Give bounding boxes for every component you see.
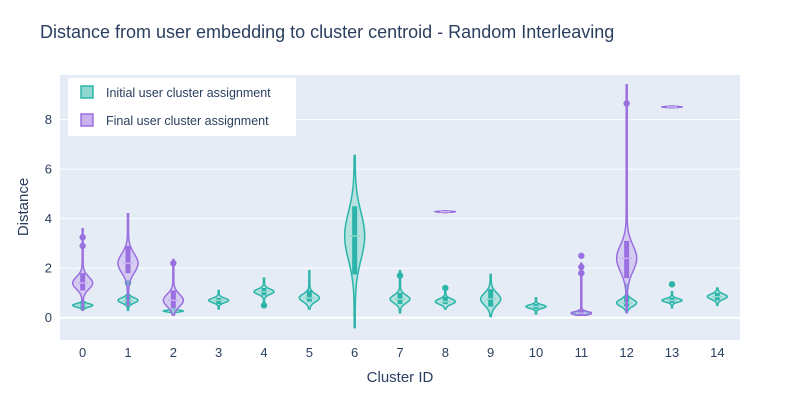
violin-initial-cluster-13 xyxy=(661,281,683,309)
x-tick-label: 4 xyxy=(260,345,267,360)
violin-body xyxy=(615,84,638,314)
x-tick-label: 7 xyxy=(396,345,403,360)
legend-background xyxy=(68,78,296,136)
violin-final-cluster-11 xyxy=(570,252,593,316)
x-tick-label: 0 xyxy=(79,345,86,360)
violin-initial-cluster-14 xyxy=(706,287,729,307)
violin-outlier xyxy=(578,263,585,271)
violin-body xyxy=(71,227,94,312)
x-tick-label: 12 xyxy=(619,345,633,360)
violin-outlier xyxy=(170,260,177,267)
violin-iqr-box xyxy=(488,289,494,307)
violin-final-cluster-2 xyxy=(162,258,185,316)
violin-iqr-box xyxy=(125,245,131,274)
violin-outlier xyxy=(79,234,86,241)
violin-iqr-box xyxy=(624,240,630,279)
violin-iqr-box xyxy=(170,290,176,308)
violin-initial-cluster-8 xyxy=(434,284,457,310)
y-tick-label: 0 xyxy=(45,310,52,325)
violin-final-cluster-13 xyxy=(661,105,683,109)
y-tick-label: 2 xyxy=(45,261,52,276)
x-tick-label: 1 xyxy=(124,345,131,360)
violin-outlier xyxy=(396,272,404,279)
violin-initial-cluster-7 xyxy=(389,269,411,314)
x-axis-title: Cluster ID xyxy=(367,369,434,386)
violin-final-cluster-0 xyxy=(71,227,94,312)
violin-initial-cluster-5 xyxy=(298,269,321,310)
legend[interactable]: Initial user cluster assignment Final us… xyxy=(68,78,296,136)
y-axis-ticks: 0 2 4 6 8 xyxy=(45,112,52,325)
y-tick-label: 8 xyxy=(45,112,52,127)
violin-body xyxy=(570,262,593,316)
x-axis-ticks: 0 1 2 3 4 5 6 7 8 9 10 11 12 13 14 xyxy=(79,345,725,360)
x-tick-label: 10 xyxy=(529,345,543,360)
legend-item-initial[interactable]: Initial user cluster assignment xyxy=(80,85,271,100)
violin-outlier xyxy=(79,242,86,250)
violin-outlier xyxy=(442,284,449,292)
violin-outlier xyxy=(578,269,585,277)
legend-label-initial: Initial user cluster assignment xyxy=(106,86,271,100)
y-tick-label: 6 xyxy=(45,162,52,177)
y-axis-title: Distance xyxy=(15,178,32,236)
x-tick-label: 11 xyxy=(575,345,589,360)
violin-body xyxy=(298,269,321,310)
violin-initial-cluster-3 xyxy=(207,289,230,310)
x-tick-label: 2 xyxy=(170,345,177,360)
violin-initial-cluster-10 xyxy=(525,297,547,315)
x-tick-label: 13 xyxy=(665,345,679,360)
violin-outlier xyxy=(578,252,585,259)
legend-label-final: Final user cluster assignment xyxy=(106,114,269,128)
violin-body xyxy=(162,258,185,316)
violin-initial-cluster-6 xyxy=(343,154,366,329)
x-tick-label: 9 xyxy=(487,345,494,360)
violin-iqr-box xyxy=(306,290,312,302)
violin-final-cluster-1 xyxy=(117,212,139,307)
violin-iqr-box xyxy=(442,296,448,305)
x-tick-label: 8 xyxy=(442,345,449,360)
violin-initial-cluster-4 xyxy=(253,277,275,309)
violin-initial-cluster-9 xyxy=(479,273,502,318)
violin-iqr-box xyxy=(352,206,358,275)
x-tick-label: 6 xyxy=(351,345,358,360)
violins xyxy=(71,84,729,329)
chart-title: Distance from user embedding to cluster … xyxy=(40,22,614,42)
violin-iqr-box xyxy=(80,273,86,291)
violin-outlier xyxy=(260,302,268,309)
x-tick-label: 5 xyxy=(306,345,313,360)
legend-swatch-final xyxy=(80,113,94,127)
violin-outlier xyxy=(668,281,676,288)
violin-outlier xyxy=(623,100,630,107)
x-tick-label: 14 xyxy=(710,345,724,360)
x-tick-label: 3 xyxy=(215,345,222,360)
legend-item-final[interactable]: Final user cluster assignment xyxy=(80,113,269,128)
violin-final-cluster-8 xyxy=(433,209,457,214)
legend-swatch-initial xyxy=(80,85,94,99)
y-tick-label: 4 xyxy=(45,211,52,226)
violin-final-cluster-12 xyxy=(615,84,638,314)
violin-body xyxy=(389,269,411,314)
